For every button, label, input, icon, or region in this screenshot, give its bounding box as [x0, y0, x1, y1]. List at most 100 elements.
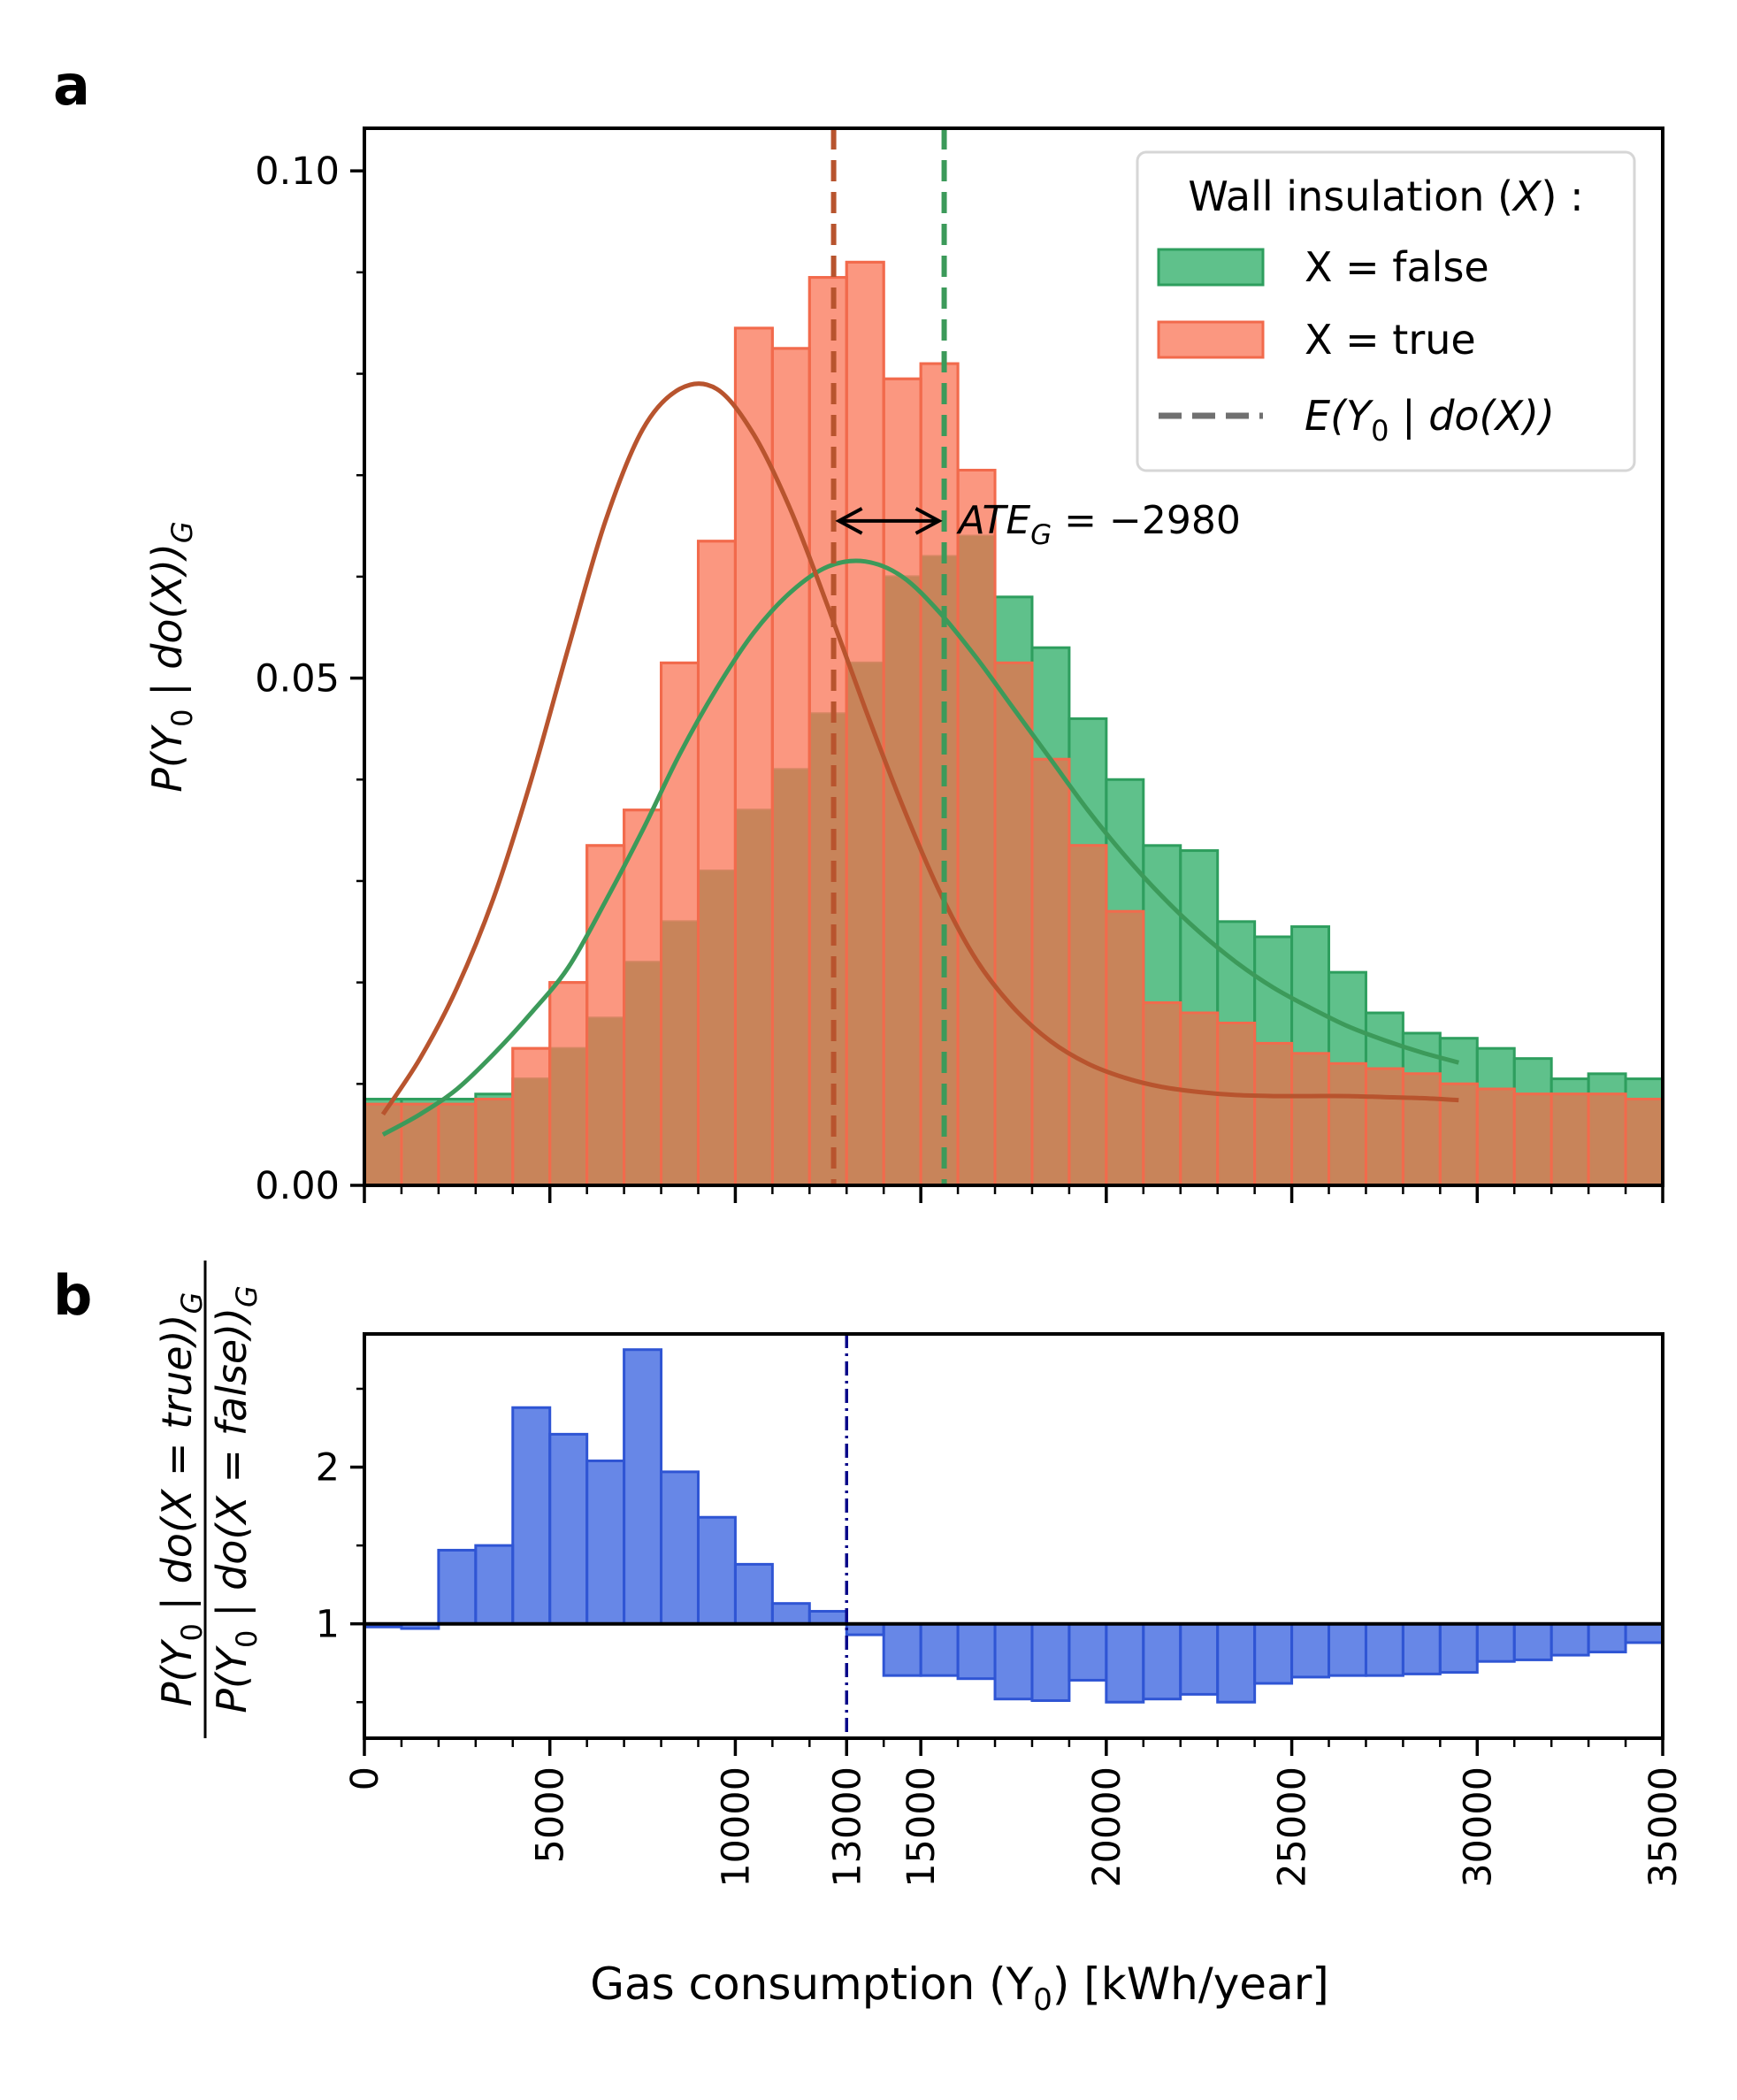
b-y-tick-label: 1: [316, 1603, 340, 1647]
ratio-bar: [696, 1515, 737, 1626]
bar-overlap: [402, 1104, 438, 1185]
ratio-bars: [363, 1348, 1664, 1704]
ratio-bar: [1550, 1622, 1590, 1657]
x-axis-label: Gas consumption (Y0) [kWh/year]: [590, 1958, 1329, 2018]
ratio-bar: [1142, 1622, 1182, 1701]
bar-overlap: [1293, 1053, 1328, 1185]
bar-overlap: [1404, 1073, 1439, 1185]
bar-overlap: [1366, 1069, 1402, 1185]
ratio-bar: [993, 1622, 1034, 1701]
bar-overlap: [477, 1099, 512, 1185]
legend: Wall insulation (X) : X = false X = true…: [1136, 150, 1636, 472]
x-tick-label: 25000: [1271, 1767, 1315, 1888]
bar-overlap: [847, 663, 883, 1185]
panel-a-label: a: [53, 53, 90, 118]
ratio-bar: [919, 1622, 960, 1677]
bar-overlap: [1033, 759, 1068, 1185]
bar-overlap: [996, 663, 1031, 1185]
ate-arrow-head-right: [914, 507, 943, 535]
bar-overlap: [1552, 1093, 1588, 1185]
legend-swatch-x-false: [1157, 248, 1265, 287]
legend-box: [1136, 150, 1636, 472]
ratio-bar: [1438, 1622, 1479, 1675]
bar-overlap: [588, 1017, 624, 1185]
ratio-bar: [474, 1544, 515, 1626]
panel-a-y-axis: 0.00 0.05 0.10: [255, 149, 364, 1208]
ratio-bar: [1030, 1622, 1071, 1702]
y-tick-label: 0.05: [255, 657, 340, 701]
ratio-bar: [1328, 1622, 1367, 1677]
panel-b-frame: [363, 1332, 1664, 1740]
ratio-bar: [1512, 1622, 1553, 1661]
bar-overlap: [1589, 1093, 1625, 1185]
legend-label-x-false: X = false: [1305, 243, 1489, 291]
panel-b-y-axis: 12: [316, 1387, 364, 1704]
panel-a-y-label: P(Y0 | do(X))G: [143, 521, 199, 792]
legend-swatch-x-true: [1157, 320, 1265, 359]
ate-annotation: ATEG = −2980: [956, 498, 1241, 551]
x-tick-label: 30000: [1456, 1767, 1500, 1888]
ratio-bar: [1364, 1622, 1404, 1677]
curve-x-false: [381, 558, 1459, 1137]
bar-overlap: [1144, 1002, 1180, 1185]
ratio-bar: [807, 1610, 848, 1626]
bar-overlap: [884, 576, 920, 1185]
ratio-bar: [1587, 1622, 1627, 1654]
bar-overlap: [1478, 1089, 1513, 1185]
bar-overlap: [1182, 1013, 1217, 1185]
ratio-bar: [1290, 1622, 1331, 1679]
panel-a-x-ticks: [363, 1185, 1664, 1203]
ratio-bar: [1216, 1622, 1257, 1704]
ratio-bar: [548, 1432, 589, 1626]
bar-overlap: [662, 921, 697, 1185]
ratio-bar: [1475, 1622, 1516, 1663]
bar-overlap: [1626, 1099, 1662, 1185]
bar-overlap: [514, 1078, 549, 1185]
bar-overlap: [959, 536, 994, 1185]
bar-overlap: [922, 556, 957, 1185]
panel-b-plot: 12 0 5000 10000 13000 15000 20000 25000 30000 35…: [153, 1261, 1686, 2018]
panel-a-plot: ATEG = −2980 0.00 0.05 0.10 P(Y0 | do(X))G…: [143, 126, 1664, 1208]
bar-overlap: [810, 713, 846, 1185]
bar-overlap: [1107, 911, 1143, 1185]
ate-arrow: [835, 507, 943, 535]
ratio-bar: [623, 1348, 663, 1626]
bar-overlap: [365, 1104, 401, 1185]
bar-overlap: [1515, 1093, 1550, 1185]
ratio-bar: [733, 1562, 774, 1626]
legend-label-x-true: X = true: [1305, 316, 1476, 364]
panel-b-x-axis: 0 5000 10000 13000 15000 20000 25000 30000 35000: [343, 1738, 1686, 1888]
bar-overlap: [699, 870, 734, 1185]
ratio-numerator: P(Y0 | do(X = true))G: [153, 1292, 209, 1707]
curve-x-true: [380, 381, 1459, 1116]
y-tick-label: 0.10: [255, 149, 340, 194]
x-tick-label: 0: [343, 1767, 387, 1790]
panel-a-frame: [363, 126, 1664, 1187]
bar-overlap: [1070, 845, 1106, 1185]
ratio-denominator: P(Y0 | do(X = false))G: [208, 1285, 264, 1713]
panel-b-label: b: [53, 1263, 92, 1328]
x-tick-label: 35000: [1641, 1767, 1686, 1888]
ratio-bar: [511, 1406, 552, 1626]
ratio-bar: [956, 1622, 997, 1681]
ratio-bar: [1105, 1622, 1145, 1704]
bar-overlap: [440, 1104, 475, 1185]
bar-overlap: [773, 769, 808, 1185]
ratio-bar: [437, 1548, 478, 1626]
x-tick-label: 5000: [529, 1767, 573, 1863]
x-tick-label: 10000: [714, 1767, 758, 1888]
ratio-bar: [1624, 1622, 1664, 1644]
legend-title: Wall insulation (X) :: [1188, 172, 1583, 220]
y-tick-label: 0.00: [255, 1164, 340, 1208]
bar-overlap: [551, 1048, 586, 1185]
bar-overlap: [1256, 1043, 1291, 1185]
ratio-bar: [1179, 1622, 1220, 1696]
bar-overlap: [1330, 1063, 1365, 1185]
ratio-bar: [882, 1622, 922, 1677]
legend-label-mean: E(Y0 | do(X)): [1305, 392, 1555, 448]
x-tick-label: 20000: [1085, 1767, 1129, 1888]
ratio-bar: [1401, 1622, 1442, 1675]
bar-overlap: [1219, 1023, 1254, 1185]
ratio-bar: [585, 1459, 626, 1626]
